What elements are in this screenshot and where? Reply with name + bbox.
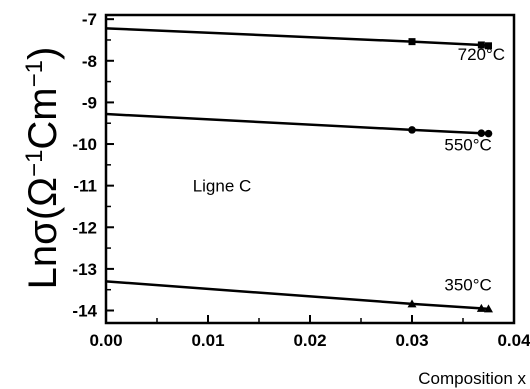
data-point [485,42,492,50]
y-tick-label: -8 [82,52,97,71]
series-3: 350°C [105,276,493,313]
y-axis-ticks: -14 -13 -12 -11 -10 -9 -8 -7 [72,10,114,321]
x-tick-label: 0.01 [191,331,224,350]
y-tick-label: -12 [72,218,97,237]
x-tick-label: 0.00 [89,331,122,350]
y-tick-label: -9 [82,93,97,112]
series-2: 550°C [105,112,493,154]
data-point [484,304,493,313]
x-tick-label: 0.04 [497,331,530,350]
y-axis-label-prefix: Lnσ(Ω [21,177,65,289]
data-point [476,303,486,312]
series-1: 720°C [105,27,505,64]
data-point [477,41,485,49]
series-line [105,112,489,135]
series-line [105,27,489,48]
y-tick-label: -7 [82,10,97,29]
series-layer: 720°C 550°C 350°C [105,27,505,313]
x-tick-label: 0.03 [395,331,428,350]
y-axis-label-middle: Cm [21,87,65,149]
x-axis-ticks: 0.00 0.01 0.02 0.03 0.04 [89,315,530,350]
y-tick-label: -10 [72,135,97,154]
annotation-ligne-c: Ligne C [193,177,252,196]
y-tick-label: -11 [73,177,97,196]
data-point [408,126,416,134]
y-tick-label: -13 [72,260,97,279]
series-label: 550°C [444,135,491,154]
series-label: 720°C [458,45,505,64]
y-axis-label-sup2: −1 [21,60,48,87]
y-axis-label-suffix: ) [21,47,65,60]
y-axis-label-sup1: −1 [21,150,48,177]
data-point [407,299,417,308]
y-axis-label: Lnσ(Ω−1Cm−1) [21,47,65,290]
data-point [484,129,493,138]
x-axis-label: Composition x [418,369,526,388]
data-point [477,129,486,138]
series-label: 350°C [444,276,491,295]
series-line [105,280,489,311]
data-point [408,38,416,46]
y-tick-label: -14 [72,302,97,321]
x-tick-label: 0.02 [293,331,326,350]
